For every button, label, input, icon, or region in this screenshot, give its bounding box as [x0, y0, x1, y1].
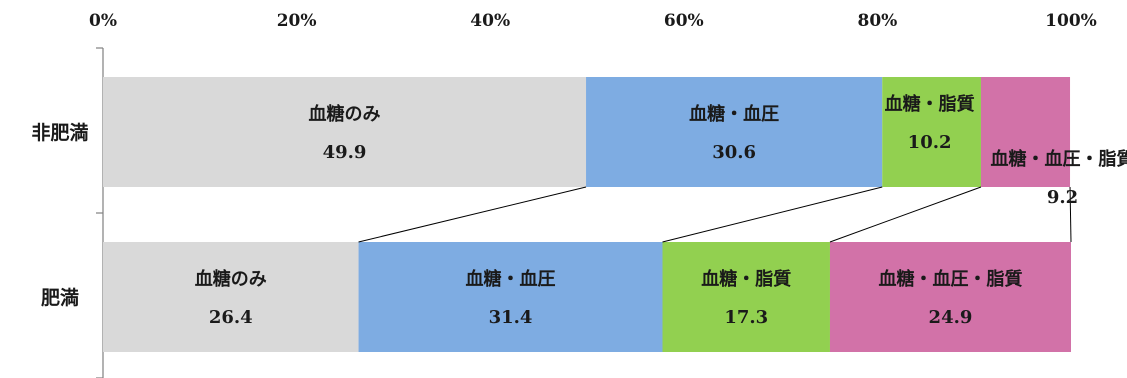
bar-series-4-1 — [980, 77, 1071, 187]
x-tick-label: 60% — [664, 11, 704, 31]
x-tick-label: 20% — [277, 11, 317, 31]
category-label: 非肥満 — [31, 122, 88, 144]
bar-series-3-2 — [662, 242, 830, 352]
bar-series-1-1 — [103, 77, 587, 187]
series-name-label: 血糖・脂質 — [885, 93, 975, 115]
series-name-label: 血糖・血圧・脂質 — [991, 148, 1127, 170]
value-label: 49.9 — [323, 142, 367, 163]
value-label: 26.4 — [209, 307, 253, 328]
bar-series-3-1 — [882, 77, 981, 187]
series-name-label: 血糖のみ — [309, 103, 381, 125]
series-lines — [358, 186, 1072, 243]
series-connector-line — [662, 186, 883, 243]
value-label: 30.6 — [712, 142, 756, 163]
segment-labels: 血糖のみ 49.9 血糖・血圧 30.6 血糖・脂質 10.2 血糖・血圧・脂質 9.2 血糖の… — [195, 93, 1127, 328]
x-tick-label: 100% — [1045, 11, 1097, 31]
category-axis-marks — [96, 47, 103, 378]
x-tick-label: 80% — [857, 11, 897, 31]
series-connector-line — [358, 186, 587, 243]
series-name-label: 血糖・血圧 — [466, 268, 556, 290]
series-connector-line — [829, 186, 982, 243]
value-label: 24.9 — [929, 307, 973, 328]
bar-segments — [103, 77, 1071, 352]
bar-series-2-2 — [358, 242, 663, 352]
series-name-label: 血糖・血圧 — [689, 103, 779, 125]
x-axis-ticks: 0% 20% 40% 60% 80% 100% — [89, 11, 1097, 31]
series-name-label: 血糖のみ — [195, 268, 267, 290]
series-name-label: 血糖・脂質 — [701, 268, 791, 290]
bar-series-4-2 — [829, 242, 1071, 352]
x-tick-label: 40% — [470, 11, 510, 31]
value-label: 9.2 — [1047, 187, 1078, 208]
category-label: 肥満 — [41, 287, 79, 309]
series-connector-line — [1069, 186, 1072, 243]
bar-series-1-2 — [103, 242, 359, 352]
value-label: 10.2 — [908, 132, 952, 153]
bar-series-2-1 — [586, 77, 883, 187]
value-label: 31.4 — [489, 307, 533, 328]
series-name-label: 血糖・血圧・脂質 — [878, 268, 1022, 290]
x-tick-label: 0% — [89, 11, 117, 31]
value-label: 17.3 — [724, 307, 768, 328]
